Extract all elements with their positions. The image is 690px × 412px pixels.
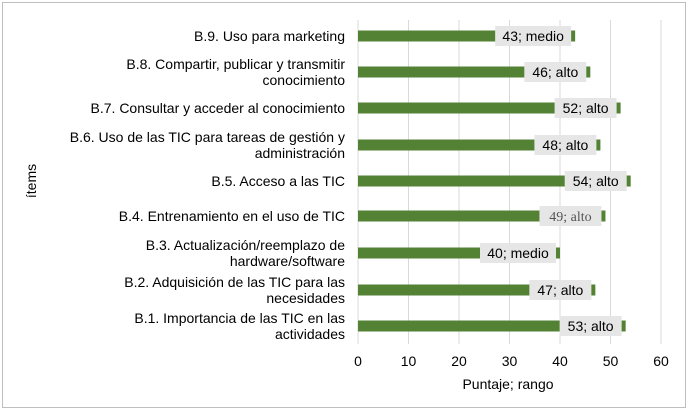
data-labels: 43; medio 46; alto 52; alto 48; alto 54; alt…: [480, 26, 627, 336]
data-label-background: [559, 316, 622, 336]
data-label-background: [480, 243, 556, 263]
x-tick-label: 60: [653, 353, 669, 369]
bar: [358, 30, 576, 42]
bar: [358, 102, 621, 114]
bar: [358, 139, 601, 151]
x-tick-label: 30: [502, 353, 518, 369]
data-label: 47; alto: [537, 282, 583, 298]
data-label-background: [564, 171, 627, 191]
data-label-background: [539, 206, 602, 226]
category-label: B.2. Adquisición de las TIC para las nece…: [124, 274, 345, 306]
data-label: 43; medio: [502, 28, 564, 44]
data-label-background: [529, 280, 592, 300]
data-label-background: [524, 62, 587, 82]
bar: [358, 210, 606, 222]
data-label: 40; medio: [487, 245, 549, 261]
data-label: 49; alto: [549, 210, 591, 225]
x-tick-label: 0: [354, 353, 362, 369]
y-axis-title: ítems: [23, 164, 39, 198]
bars: [358, 30, 631, 332]
data-label: 54; alto: [573, 173, 619, 189]
x-tick-label: 20: [451, 353, 467, 369]
x-axis-title: Puntaje; rango: [462, 376, 553, 392]
data-label-background: [554, 98, 617, 118]
category-label: B.6. Uso de las TIC para tareas de gesti…: [70, 129, 345, 161]
data-label: 52; alto: [563, 100, 609, 116]
category-label: B.4. Entrenamiento en el uso de TIC: [119, 208, 345, 224]
category-label: B.5. Acceso a las TIC: [211, 173, 345, 189]
x-tick-label: 40: [552, 353, 568, 369]
category-label: B.8. Compartir, publicar y transmitir con…: [126, 56, 345, 88]
bar: [358, 66, 591, 78]
x-tick-labels: 0 10 20 30 40 50 60: [354, 353, 669, 369]
x-tick-label: 50: [603, 353, 619, 369]
category-label: B.1. Importancia de las TIC en las activi…: [134, 310, 345, 342]
bar: [358, 284, 596, 296]
category-labels: B.9. Uso para marketing B.8. Compartir, p…: [70, 28, 346, 342]
category-label: B.3. Actualización/reemplazo de hardware/…: [146, 237, 345, 269]
category-label: B.9. Uso para marketing: [194, 28, 345, 44]
data-label: 48; alto: [542, 137, 588, 153]
data-label-background: [495, 26, 572, 46]
x-tick-label: 10: [401, 353, 417, 369]
bar: [358, 320, 626, 332]
data-label-background: [534, 135, 597, 155]
bar: [358, 247, 560, 259]
bar: [358, 175, 631, 187]
data-label: 46; alto: [532, 64, 578, 80]
data-label: 53; alto: [568, 318, 614, 334]
category-label: B.7. Consultar y acceder al conocimiento: [91, 100, 346, 116]
